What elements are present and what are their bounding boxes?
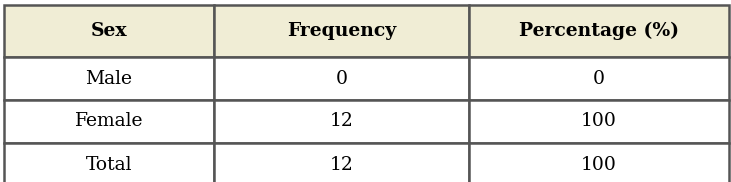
Text: Female: Female <box>75 112 143 130</box>
Bar <box>214 100 469 143</box>
Text: 12: 12 <box>330 112 353 130</box>
Bar <box>469 100 729 143</box>
Text: 12: 12 <box>330 155 353 173</box>
Bar <box>214 5 469 57</box>
Bar <box>4 57 214 100</box>
Bar <box>469 5 729 57</box>
Text: Total: Total <box>86 155 132 173</box>
Bar <box>214 57 469 100</box>
Bar <box>469 57 729 100</box>
Bar <box>4 143 214 182</box>
Text: 100: 100 <box>581 155 617 173</box>
Bar <box>469 143 729 182</box>
Text: 0: 0 <box>593 70 605 88</box>
Bar <box>214 143 469 182</box>
Bar <box>4 100 214 143</box>
Text: Sex: Sex <box>91 22 127 40</box>
Text: Male: Male <box>86 70 132 88</box>
Text: 100: 100 <box>581 112 617 130</box>
Text: 0: 0 <box>336 70 347 88</box>
Bar <box>4 5 214 57</box>
Text: Frequency: Frequency <box>287 22 396 40</box>
Text: Percentage (%): Percentage (%) <box>519 22 679 40</box>
